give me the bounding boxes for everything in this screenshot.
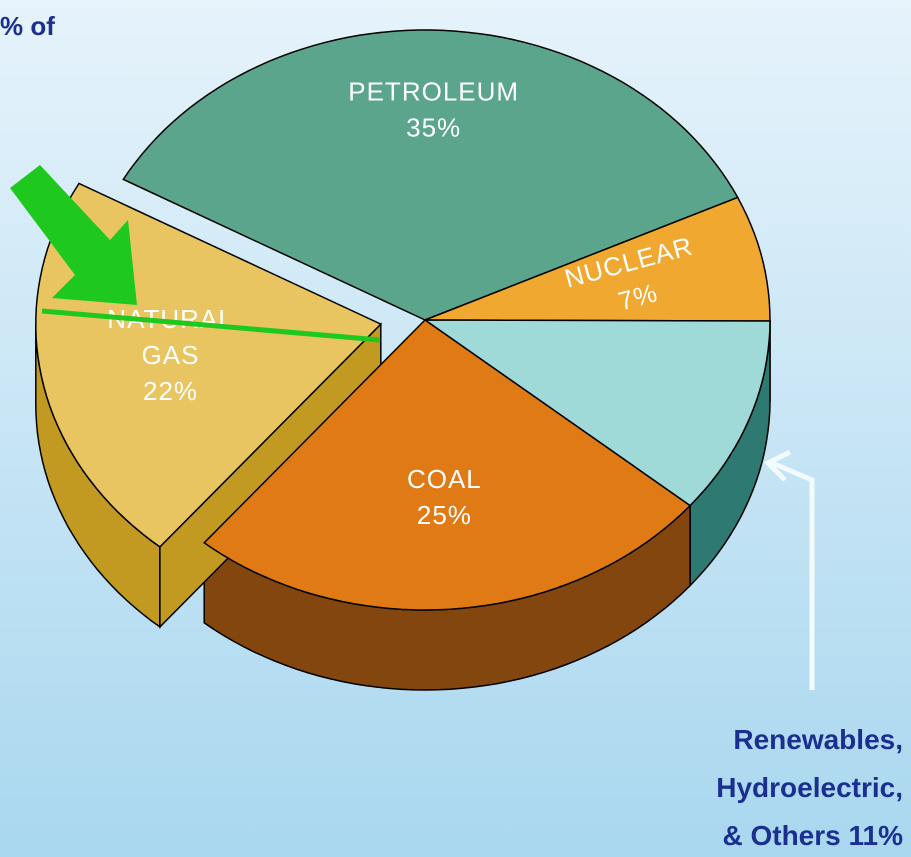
slice-label: COAL bbox=[407, 464, 482, 494]
slice-label-group: COAL 25% bbox=[407, 464, 482, 530]
slice-label-line: COAL bbox=[407, 464, 482, 494]
slice-label-line: PETROLEUM bbox=[348, 76, 519, 106]
slice-label: 35% bbox=[406, 112, 461, 142]
slice-label-line: 25% bbox=[417, 500, 472, 530]
slice-label-line: GAS bbox=[142, 340, 200, 370]
annotation-arrowhead bbox=[763, 449, 792, 482]
slice-label-line: 35% bbox=[406, 112, 461, 142]
slice-label: 25% bbox=[417, 500, 472, 530]
slice-label-line: 22% bbox=[143, 376, 198, 406]
slice-label-group: PETROLEUM 35% bbox=[348, 76, 519, 142]
slice bbox=[424, 196, 771, 322]
green-line bbox=[41, 308, 381, 343]
slice-label: PETROLEUM bbox=[348, 76, 519, 106]
annotation-line: & Others 11% bbox=[722, 820, 903, 851]
slice bbox=[122, 29, 739, 321]
decorations bbox=[10, 165, 815, 690]
chart-title: % of bbox=[0, 11, 55, 41]
slice bbox=[203, 319, 692, 611]
annotation-line: Renewables, bbox=[733, 724, 903, 755]
slice-label: 22% bbox=[143, 376, 198, 406]
slice bbox=[422, 319, 771, 507]
green-arrow bbox=[10, 165, 137, 305]
annotation: Renewables, Hydroelectric, & Others 11% bbox=[716, 724, 903, 851]
annotation-arrow bbox=[769, 459, 815, 690]
annotation-line: Hydroelectric, bbox=[716, 772, 903, 803]
slice-tops bbox=[35, 29, 771, 611]
